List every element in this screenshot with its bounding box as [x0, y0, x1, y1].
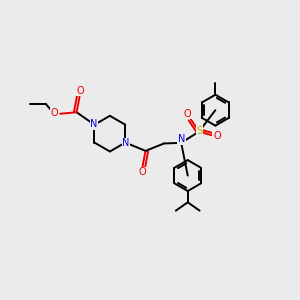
Text: N: N — [90, 119, 98, 129]
Text: O: O — [183, 109, 191, 119]
Text: N: N — [122, 138, 130, 148]
Text: N: N — [178, 134, 185, 144]
Text: O: O — [138, 167, 146, 177]
Text: O: O — [76, 86, 84, 96]
Text: O: O — [51, 108, 58, 118]
Text: O: O — [213, 131, 221, 141]
Text: S: S — [196, 126, 203, 136]
